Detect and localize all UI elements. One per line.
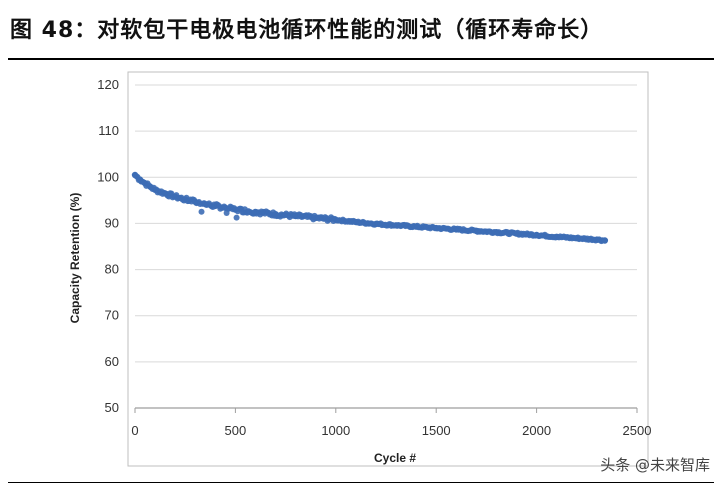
plot-frame <box>127 71 649 467</box>
axes <box>134 407 638 413</box>
y-tick-label: 80 <box>105 262 119 277</box>
y-axis-title: Capacity Retention (%) <box>68 193 82 324</box>
data-point <box>198 208 205 215</box>
y-tick-label: 120 <box>97 77 119 92</box>
y-tick-label: 50 <box>105 400 119 415</box>
watermark-text: 头条 @未来智库 <box>600 456 710 474</box>
figure-header: 图 48：对软包干电极电池循环性能的测试（循环寿命长） <box>0 0 722 58</box>
y-tick-label: 60 <box>105 354 119 369</box>
x-tick-labels: 0 500 1000 1500 2000 2500 <box>131 423 651 438</box>
x-tick-label: 500 <box>225 423 247 438</box>
x-tick-label: 0 <box>131 423 138 438</box>
figure-title: 图 48：对软包干电极电池循环性能的测试（循环寿命长） <box>10 18 604 43</box>
y-tick-label: 110 <box>98 123 119 138</box>
y-tick-label: 90 <box>105 215 119 230</box>
y-tick-labels: 50 60 70 80 90 100 110 120 <box>97 77 119 415</box>
header-rule <box>8 58 714 60</box>
y-tick-label: 100 <box>97 169 119 184</box>
x-tick-label: 2000 <box>522 423 551 438</box>
x-tick-label: 1000 <box>321 423 350 438</box>
data-points <box>131 171 609 245</box>
x-axis-title: Cycle # <box>374 451 416 465</box>
footer-rule <box>8 482 714 483</box>
x-tick-label: 2500 <box>623 423 652 438</box>
data-point <box>233 214 240 221</box>
y-tick-label: 70 <box>105 308 119 323</box>
x-tick-label: 1500 <box>422 423 451 438</box>
data-point <box>601 237 609 244</box>
